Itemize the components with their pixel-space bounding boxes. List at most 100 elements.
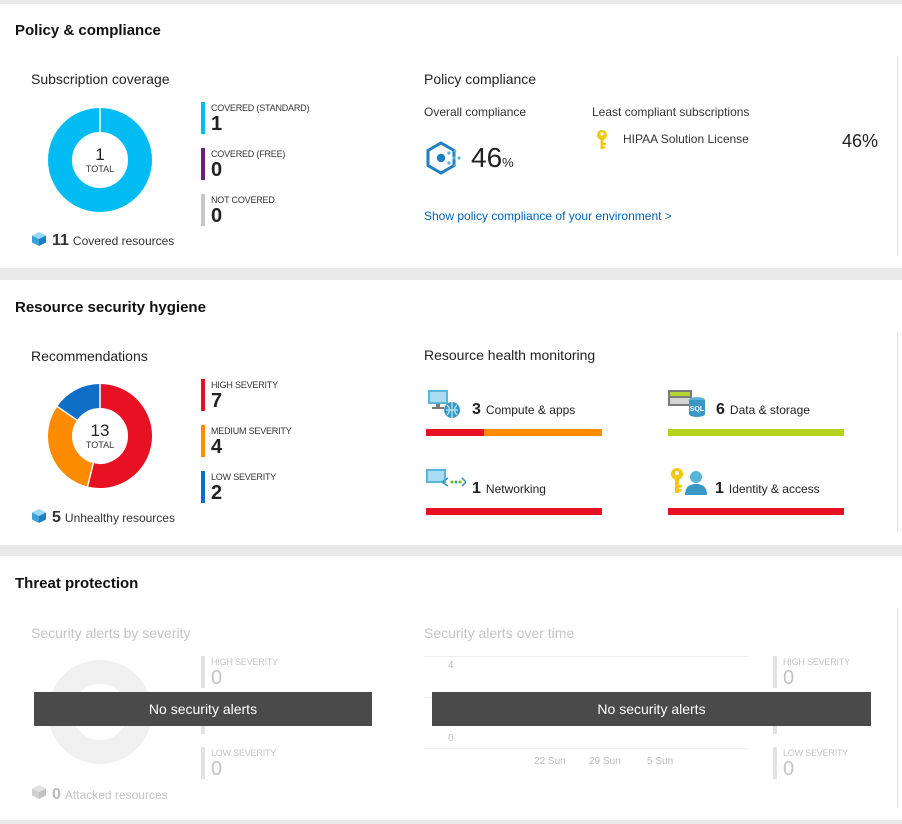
- panel-divider: [897, 332, 898, 532]
- legend-bar-high-severity: [201, 379, 205, 411]
- x-tick: 29 Sun: [589, 756, 621, 767]
- donut-segments: [48, 384, 152, 488]
- legend-label: HIGH SEVERITY: [211, 380, 278, 390]
- identity-access-count: 1: [715, 480, 724, 497]
- legend-value: 4: [211, 436, 223, 458]
- legend-value: 0: [211, 667, 223, 689]
- chart-baseline: [424, 748, 748, 749]
- data-storage-text: 6 Data & storage: [716, 401, 810, 419]
- policy-compliance-link[interactable]: Show policy compliance of your environme…: [424, 209, 672, 223]
- legend-label: COVERED (FREE): [211, 149, 286, 159]
- compute-apps-label: Compute & apps: [485, 403, 576, 417]
- y-tick: 4: [448, 660, 454, 671]
- chart-gridline-top: [424, 656, 748, 657]
- section-title-policy: Policy & compliance: [15, 22, 161, 39]
- alerts-by-severity-title: Security alerts by severity: [31, 625, 191, 641]
- coverage-donut-label: TOTAL: [85, 164, 115, 174]
- legend-bar-low-severity: [773, 747, 777, 779]
- attacked-resources-count: 0: [52, 786, 61, 803]
- cube-icon: [32, 785, 46, 799]
- coverage-donut-value: 1: [95, 145, 105, 164]
- legend-bar-low-severity: [201, 471, 205, 503]
- legend-label: HIGH SEVERITY: [783, 657, 850, 667]
- y-tick: 0: [448, 733, 454, 744]
- legend-bar-not-covered: [201, 194, 205, 226]
- legend-value: 0: [211, 159, 223, 181]
- unhealthy-resources-count: 5: [52, 509, 61, 526]
- policy-compliance-icon: [426, 141, 461, 175]
- subscription-coverage-title: Subscription coverage: [31, 71, 170, 87]
- unhealthy-resources[interactable]: 5 Unhealthy resources: [52, 509, 175, 527]
- networking-status-bar: [426, 508, 602, 515]
- no-alerts-overlay-severity: No security alerts: [34, 692, 372, 726]
- data-storage-status-bar: [668, 429, 844, 436]
- subscription-name[interactable]: HIPAA Solution License: [623, 132, 749, 146]
- recommendations-donut-value: 13: [90, 421, 110, 440]
- legend-bar-high-severity: [773, 656, 777, 688]
- health-identity-access[interactable]: 1 Identity & access: [668, 468, 844, 517]
- donut-separator: [56, 405, 78, 421]
- data-storage-label: Data & storage: [729, 403, 810, 417]
- networking-label: Networking: [485, 482, 546, 496]
- donut-segment-medium: [48, 406, 94, 487]
- legend-label: COVERED (STANDARD): [211, 103, 310, 113]
- threat-protection-panel: Threat protection Security alerts by sev…: [0, 556, 902, 820]
- legend-value: 1: [211, 113, 223, 135]
- legend-bar-covered-free: [201, 148, 205, 180]
- health-compute-apps[interactable]: 3 Compute & apps: [426, 390, 602, 438]
- recommendations-donut[interactable]: [48, 384, 152, 488]
- health-data-storage[interactable]: SQL 6 Data & storage: [668, 390, 844, 438]
- unhealthy-resources-label: Unhealthy resources: [64, 511, 175, 525]
- networking-icon: [426, 469, 466, 487]
- identity-access-text: 1 Identity & access: [715, 480, 820, 498]
- compute-apps-icon: [428, 390, 460, 418]
- section-title-threat: Threat protection: [15, 575, 139, 592]
- legend-value: 0: [211, 758, 223, 780]
- overall-compliance-unit: %: [502, 155, 514, 170]
- compute-apps-status-bar: [426, 429, 602, 436]
- policy-compliance-title: Policy compliance: [424, 71, 537, 87]
- legend-bar-medium-severity: [201, 425, 205, 457]
- overall-compliance-number: 46: [471, 142, 503, 173]
- key-icon: [597, 130, 607, 149]
- sql-database-icon: SQL: [668, 390, 705, 417]
- legend-bar-low-severity: [201, 747, 205, 779]
- identity-access-label: Identity & access: [728, 482, 820, 496]
- legend-value: 2: [211, 482, 223, 504]
- recommendations-donut-label: TOTAL: [85, 440, 115, 450]
- panel-divider: [897, 56, 898, 256]
- donut-segment-low: [57, 384, 101, 421]
- x-tick: 5 Sun: [647, 756, 674, 767]
- covered-resources-label: Covered resources: [72, 234, 175, 248]
- networking-text: 1 Networking: [472, 480, 546, 498]
- overall-compliance-label: Overall compliance: [424, 105, 527, 119]
- covered-resources-count: 11: [52, 232, 69, 249]
- legend-value: 0: [783, 758, 795, 780]
- donut-segment-high: [87, 384, 152, 488]
- cube-icon: [32, 232, 46, 246]
- covered-resources[interactable]: 11 Covered resources: [52, 232, 174, 250]
- overall-compliance-value: 46%: [471, 142, 514, 174]
- svg-text:SQL: SQL: [690, 406, 705, 413]
- identity-access-status-bar: [668, 508, 844, 515]
- subscription-coverage-donut[interactable]: [48, 108, 152, 212]
- legend-label: LOW SEVERITY: [783, 748, 849, 758]
- resource-health-title: Resource health monitoring: [424, 347, 596, 363]
- compute-apps-text: 3 Compute & apps: [472, 401, 575, 419]
- policy-compliance-panel: Policy & compliance Subscription coverag…: [0, 4, 902, 268]
- health-networking[interactable]: 1 Networking: [426, 469, 602, 517]
- legend-label: NOT COVERED: [211, 195, 275, 205]
- attacked-resources-label: Attacked resources: [64, 788, 168, 802]
- legend-label: LOW SEVERITY: [211, 472, 277, 482]
- networking-count: 1: [472, 480, 481, 497]
- section-title-hygiene: Resource security hygiene: [15, 299, 206, 316]
- no-alerts-overlay-time: No security alerts: [432, 692, 871, 726]
- subscription-compliance-value: 46%: [841, 131, 878, 151]
- identity-access-icon: [671, 468, 707, 495]
- alerts-over-time-title: Security alerts over time: [424, 625, 575, 641]
- legend-value: 7: [211, 390, 223, 412]
- resource-security-hygiene-panel: Resource security hygiene Recommendation…: [0, 280, 902, 545]
- least-compliant-label: Least compliant subscriptions: [592, 105, 750, 119]
- legend-label: LOW SEVERITY: [211, 748, 277, 758]
- legend-label: HIGH SEVERITY: [211, 657, 278, 667]
